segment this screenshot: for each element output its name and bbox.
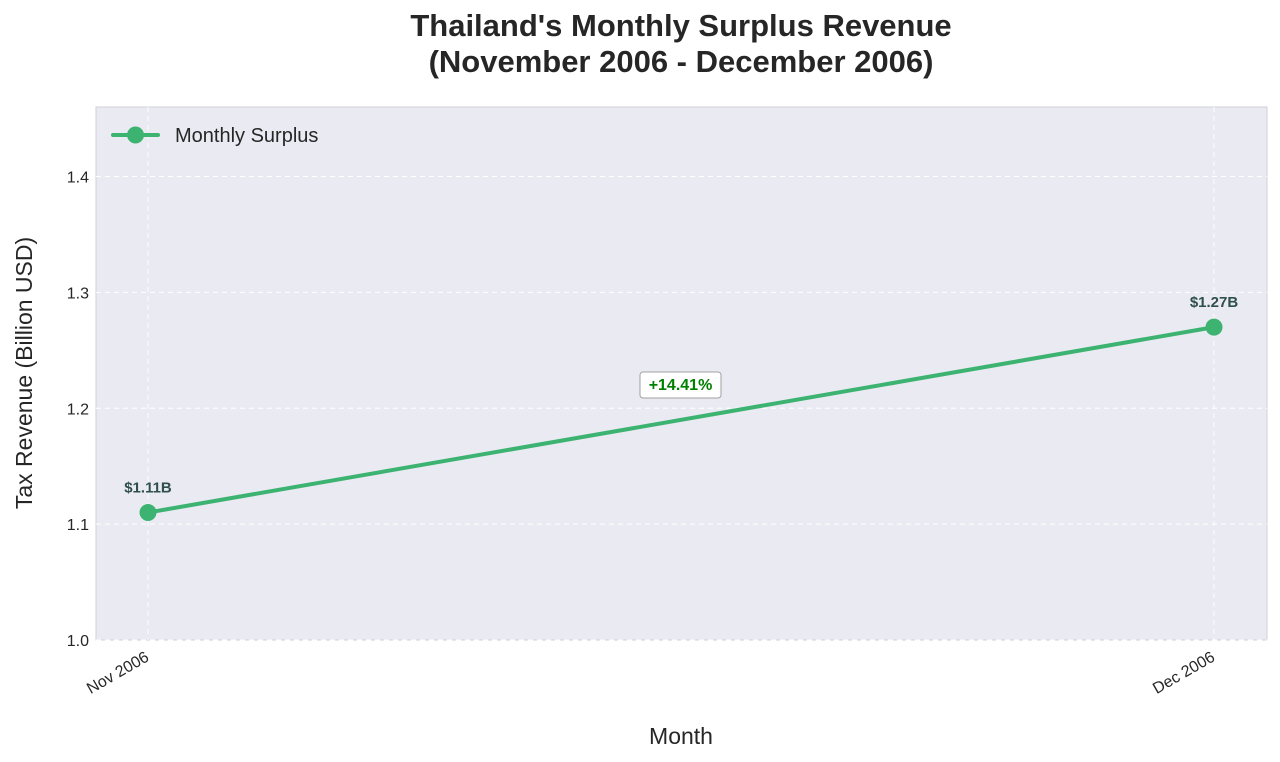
series-layer xyxy=(139,318,1223,522)
x-tick-label: Dec 2006 xyxy=(1150,649,1218,698)
chart-title-line-1: Thailand's Monthly Surplus Revenue xyxy=(410,8,951,43)
chart-title-line-2: (November 2006 - December 2006) xyxy=(429,44,934,79)
legend-label: Monthly Surplus xyxy=(175,125,318,147)
series-line xyxy=(146,325,1216,515)
data-point xyxy=(1205,318,1223,336)
x-axis-label: Month xyxy=(649,723,713,749)
data-value-label: $1.11B xyxy=(124,480,172,497)
legend: Monthly Surplus xyxy=(111,125,318,147)
y-tick-label: 1.0 xyxy=(67,633,89,650)
y-tick-label: 1.1 xyxy=(67,517,89,534)
legend-marker-swatch xyxy=(127,126,144,144)
change-annotation-box xyxy=(639,371,722,399)
data-value-label: $1.27B xyxy=(1190,294,1239,311)
data-labels: $1.11B $1.27B xyxy=(124,294,1238,496)
data-point xyxy=(139,504,157,522)
y-tick-label: 1.3 xyxy=(67,285,89,302)
change-annotation-text: +14.41% xyxy=(649,377,713,394)
x-axis-ticks: Nov 2006 Dec 2006 xyxy=(84,649,1218,698)
y-axis-ticks: 1.0 1.1 1.2 1.3 1.4 xyxy=(67,170,89,650)
y-axis-label: Tax Revenue (Billion USD) xyxy=(11,237,37,509)
x-tick-label: Nov 2006 xyxy=(84,649,152,698)
y-tick-label: 1.2 xyxy=(67,401,89,418)
y-tick-label: 1.4 xyxy=(67,170,89,187)
grid-lines xyxy=(96,107,1267,641)
change-annotation: +14.41% xyxy=(639,371,722,399)
